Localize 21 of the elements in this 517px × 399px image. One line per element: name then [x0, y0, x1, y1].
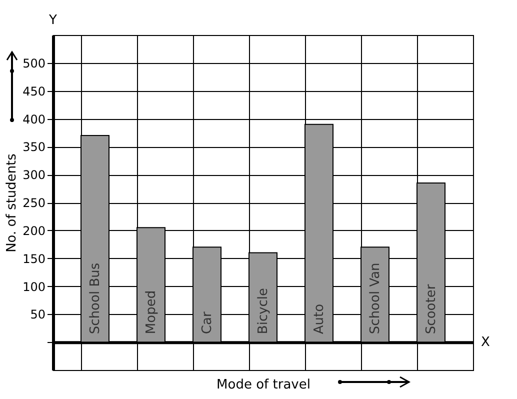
x-tick-label: Car — [200, 311, 215, 334]
x-tick-label: Scooter — [424, 284, 439, 334]
y-tick-label: 250 — [22, 196, 46, 210]
text: X — [481, 335, 490, 350]
y-tick-label: 200 — [22, 224, 46, 238]
y-tick-label: 50 — [30, 308, 46, 322]
x-tick-label: Bicycle — [256, 288, 271, 334]
y-tick-label: 100 — [22, 280, 46, 294]
text: Y — [48, 13, 58, 28]
y-tick-label: 300 — [22, 168, 46, 182]
y-tick-label: 500 — [22, 56, 46, 70]
y-tick-label: 450 — [22, 84, 46, 98]
x-tick-label: Moped — [144, 290, 159, 334]
x-tick-label: School Bus — [88, 262, 103, 334]
x-axis-title: Mode of travel — [216, 378, 310, 392]
y-axis-title: No. of students — [4, 153, 20, 252]
x-tick-label: School Van — [368, 262, 383, 334]
y-tick-label: 150 — [22, 252, 46, 266]
y-tick-label: 400 — [22, 112, 46, 126]
y-tick-label: 350 — [22, 140, 46, 154]
x-tick-label: Auto — [312, 304, 327, 334]
